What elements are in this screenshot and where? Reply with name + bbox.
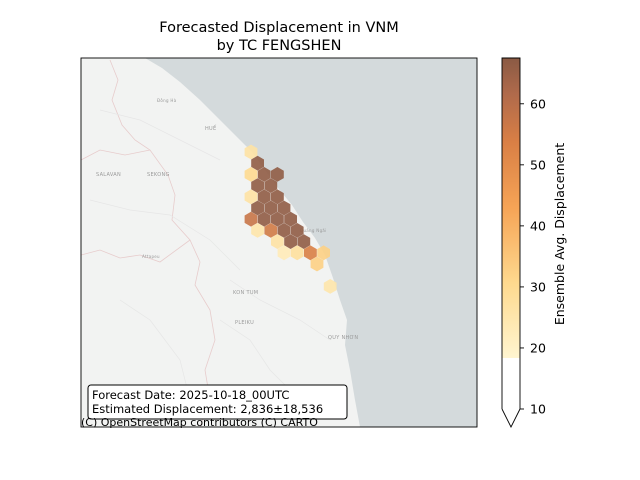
colorbar: 10 20 30 40 50 60 Ensemble Avg. Displacement — [502, 58, 567, 427]
colorbar-tick-label: 30 — [530, 279, 546, 294]
map-attribution: (C) OpenStreetMap contributors (C) CARTO — [81, 416, 318, 429]
forecast-date-text: Forecast Date: 2025-10-18_00UTC — [92, 388, 289, 402]
info-box: Forecast Date: 2025-10-18_00UTC Estimate… — [88, 385, 347, 419]
colorbar-under-band — [502, 358, 520, 409]
place-label-salavan: SALAVAN — [96, 172, 121, 178]
colorbar-tick-label: 10 — [530, 402, 546, 417]
colorbar-tick-label: 50 — [530, 157, 546, 172]
estimated-displacement-text: Estimated Displacement: 2,836±18,536 — [92, 402, 323, 416]
colorbar-label: Ensemble Avg. Displacement — [552, 143, 567, 325]
place-label-sekong: SEKONG — [147, 172, 170, 178]
map-panel: HUẾ SALAVAN SEKONG KON TUM PLEIKU QUY NH… — [81, 58, 477, 427]
place-label-attapeu: Attapeu — [142, 254, 160, 259]
place-label-hue: HUẾ — [205, 124, 217, 132]
place-label-kon-tum: KON TUM — [233, 290, 258, 296]
place-label-pleiku: PLEIKU — [235, 320, 254, 326]
colorbar-extend-triangle — [502, 409, 520, 427]
colorbar-ticks: 10 20 30 40 50 60 — [520, 96, 546, 416]
place-label-quang-ngai: Quảng Ngãi — [300, 228, 327, 233]
place-label-quy-nhon: QUY NHƠN — [328, 335, 358, 341]
colorbar-gradient — [502, 58, 520, 358]
figure-title-line-2: by TC FENGSHEN — [217, 38, 342, 54]
colorbar-tick-label: 40 — [530, 218, 546, 233]
colorbar-tick-label: 20 — [530, 340, 546, 355]
place-label-dong-ha: Đông Hà — [157, 98, 177, 103]
figure-title-line-1: Forecasted Displacement in VNM — [159, 20, 398, 36]
colorbar-tick-label: 60 — [530, 96, 546, 111]
